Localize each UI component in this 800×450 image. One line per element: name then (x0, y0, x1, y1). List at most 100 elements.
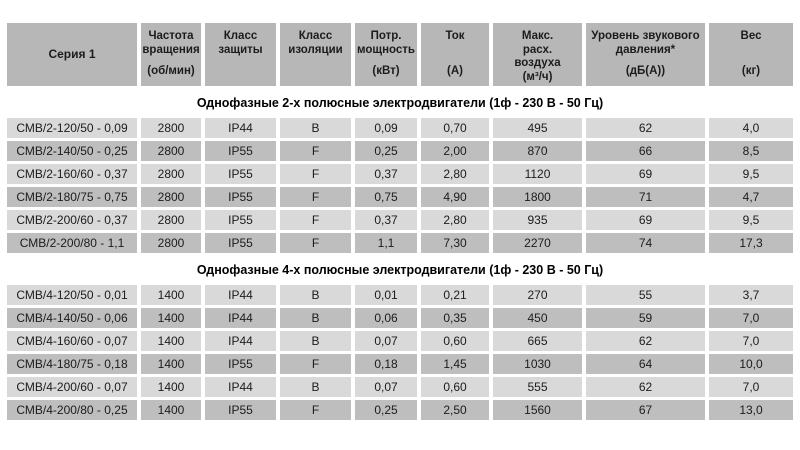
table-cell: IP44 (205, 285, 276, 305)
table-cell: 74 (586, 233, 705, 253)
table-cell: F (280, 400, 351, 420)
table-cell: 0,37 (355, 164, 417, 184)
table-cell: 1400 (141, 308, 201, 328)
table-cell: 67 (586, 400, 705, 420)
table-cell: IP55 (205, 233, 276, 253)
table-cell: 1120 (493, 164, 582, 184)
model-cell: СМВ/4-160/60 - 0,07 (7, 331, 137, 351)
table-cell: 17,3 (709, 233, 793, 253)
table-cell: 1560 (493, 400, 582, 420)
model-cell: СМВ/4-140/50 - 0,06 (7, 308, 137, 328)
model-cell: СМВ/2-180/75 - 0,75 (7, 187, 137, 207)
model-cell: СМВ/2-140/50 - 0,25 (7, 141, 137, 161)
table-cell: 2270 (493, 233, 582, 253)
column-header-8: Уровень звукового давления* (дБ(А)) (586, 23, 705, 86)
table-cell: 2800 (141, 210, 201, 230)
column-label: Вес (740, 30, 762, 42)
column-unit: (об/мин) (147, 65, 195, 78)
table-cell: IP55 (205, 400, 276, 420)
model-cell: СМВ/4-200/60 - 0,07 (7, 377, 137, 397)
table-cell: 1030 (493, 354, 582, 374)
table-cell: IP44 (205, 331, 276, 351)
table-cell: 7,0 (709, 331, 793, 351)
table-cell: 0,70 (421, 118, 489, 138)
table-cell: 1400 (141, 331, 201, 351)
model-cell: СМВ/4-180/75 - 0,18 (7, 354, 137, 374)
section-title: Однофазные 4-х полюсные электродвигатели… (196, 263, 604, 277)
table-cell: B (280, 331, 351, 351)
table-cell: 0,25 (355, 400, 417, 420)
table-cell: 2800 (141, 164, 201, 184)
table-cell: 3,7 (709, 285, 793, 305)
table-cell: 69 (586, 210, 705, 230)
table-cell: 0,75 (355, 187, 417, 207)
table-cell: 69 (586, 164, 705, 184)
model-cell: СМВ/4-200/80 - 0,25 (7, 400, 137, 420)
model-cell: СМВ/2-160/60 - 0,37 (7, 164, 137, 184)
table-row: СМВ/2-120/50 - 0,09 2800 IP44 B 0,09 0,70 495 6… (7, 118, 793, 138)
table-cell: 8,5 (709, 141, 793, 161)
table-cell: B (280, 118, 351, 138)
table-cell: 9,5 (709, 164, 793, 184)
column-label: Частота вращения (142, 30, 200, 56)
table-cell: F (280, 233, 351, 253)
table-cell: 2,80 (421, 210, 489, 230)
column-unit: (кВт) (372, 65, 400, 78)
table-cell: 1800 (493, 187, 582, 207)
table-cell: 0,25 (355, 141, 417, 161)
table-cell: 7,0 (709, 308, 793, 328)
section-title: Однофазные 2-х полюсные электродвигатели… (196, 96, 604, 110)
table-cell: 2,50 (421, 400, 489, 420)
table-cell: 2800 (141, 233, 201, 253)
table-cell: 13,0 (709, 400, 793, 420)
table-row: СМВ/2-180/75 - 0,75 2800 IP55 F 0,75 4,90 1800… (7, 187, 793, 207)
table-cell: F (280, 164, 351, 184)
table-cell: B (280, 285, 351, 305)
table-cell: 270 (493, 285, 582, 305)
column-label: Класс защиты (218, 30, 263, 56)
table-cell: 9,5 (709, 210, 793, 230)
table-cell: 64 (586, 354, 705, 374)
table-cell: 0,60 (421, 377, 489, 397)
table-cell: 66 (586, 141, 705, 161)
table-cell: 1400 (141, 354, 201, 374)
column-unit: (м³/ч) (522, 70, 553, 83)
column-unit: (кг) (741, 65, 761, 78)
table-cell: IP44 (205, 118, 276, 138)
model-cell: СМВ/2-120/50 - 0,09 (7, 118, 137, 138)
column-header-5: Потр. мощность (кВт) (355, 23, 417, 86)
table-row: СМВ/2-140/50 - 0,25 2800 IP55 F 0,25 2,00 870 6… (7, 141, 793, 161)
table-cell: 2,80 (421, 164, 489, 184)
column-unit: (А) (447, 65, 463, 78)
table-cell: 4,90 (421, 187, 489, 207)
table-cell: 2800 (141, 118, 201, 138)
table-cell: F (280, 187, 351, 207)
model-cell: СМВ/4-120/50 - 0,01 (7, 285, 137, 305)
table-body: Однофазные 2-х полюсные электродвигатели… (7, 96, 793, 420)
column-header-6: Ток (А) (421, 23, 489, 86)
table-row: СМВ/4-200/60 - 0,07 1400 IP44 B 0,07 0,60 555 6… (7, 377, 793, 397)
table-cell: 495 (493, 118, 582, 138)
table-cell: 1400 (141, 285, 201, 305)
table-cell: 7,0 (709, 377, 793, 397)
table-cell: IP55 (205, 187, 276, 207)
table-header-row: Серия 1 Частота вращения (об/мин) Класс защ… (7, 23, 793, 86)
column-header-3: Класс защиты (205, 23, 276, 86)
table-cell: 0,37 (355, 210, 417, 230)
table-cell: 0,07 (355, 377, 417, 397)
table-cell: 10,0 (709, 354, 793, 374)
column-label: Серия 1 (48, 47, 96, 62)
column-label: Класс изоляции (288, 30, 343, 56)
table-cell: IP44 (205, 308, 276, 328)
table-cell: B (280, 377, 351, 397)
table-cell: 2800 (141, 187, 201, 207)
table-row: СМВ/2-160/60 - 0,37 2800 IP55 F 0,37 2,80 1120… (7, 164, 793, 184)
table-cell: F (280, 354, 351, 374)
table-cell: IP55 (205, 210, 276, 230)
table-cell: 450 (493, 308, 582, 328)
table-cell: 2,00 (421, 141, 489, 161)
table-cell: 0,07 (355, 331, 417, 351)
column-label: Ток (445, 30, 465, 42)
column-header-4: Класс изоляции (280, 23, 351, 86)
table-cell: 2800 (141, 141, 201, 161)
